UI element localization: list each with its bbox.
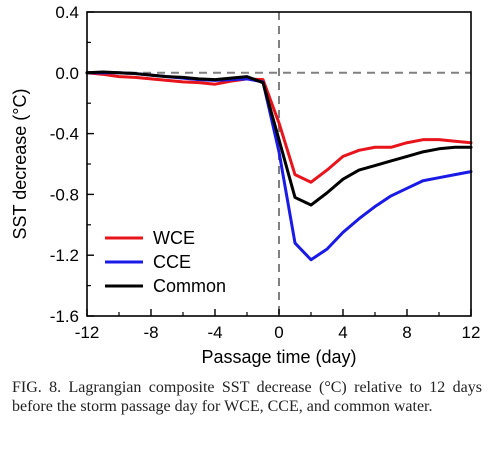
figure-caption: FIG. 8. Lagrangian composite SST decreas… (12, 379, 482, 415)
x-tick-label: -12 (75, 323, 100, 342)
y-tick-label: -0.4 (50, 125, 79, 144)
legend-label-cce: CCE (153, 252, 191, 272)
y-tick-label: -1.2 (50, 246, 79, 265)
x-tick-label: -8 (143, 323, 158, 342)
reference-lines (87, 12, 471, 316)
x-tick-label: 12 (462, 323, 481, 342)
series-line-common (85, 70, 473, 207)
x-tick-label: -4 (207, 323, 222, 342)
y-axis-title: SST decrease (°C) (10, 89, 30, 240)
series-lines (85, 70, 473, 262)
y-tick-label: -1.6 (50, 307, 79, 326)
y-tick-label: -0.8 (50, 185, 79, 204)
y-tick-label: 0.4 (55, 3, 79, 22)
x-tick-label: 4 (338, 323, 347, 342)
series-line-wce (85, 71, 473, 184)
legend-label-common: Common (153, 276, 226, 296)
y-tick-label: 0.0 (55, 64, 79, 83)
x-tick-label: 0 (274, 323, 283, 342)
legend-label-wce: WCE (153, 228, 195, 248)
x-axis-title: Passage time (day) (201, 347, 356, 367)
y-axis: 0.4 0.0 -0.4 -0.8 -1.2 -1.6 (50, 3, 94, 326)
legend: WCE CCE Common (105, 228, 226, 296)
x-axis: -12 -8 -4 0 4 8 12 (75, 309, 481, 342)
x-tick-label: 8 (402, 323, 411, 342)
